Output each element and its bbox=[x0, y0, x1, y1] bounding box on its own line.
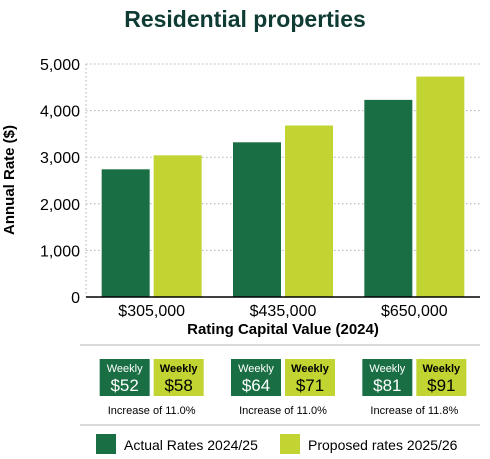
legend-swatch-proposed bbox=[280, 434, 300, 454]
weekly-label: Weekly bbox=[369, 363, 405, 375]
y-tick-label: 1,000 bbox=[40, 243, 80, 260]
weekly-card-actual: Weekly$52 bbox=[99, 359, 150, 396]
weekly-label: Weekly bbox=[238, 363, 274, 375]
y-tick-label: 3,000 bbox=[40, 150, 80, 167]
x-axis-ticks: $305,000 $435,000 $650,000 bbox=[118, 303, 448, 320]
legend: Actual Rates 2024/25 Proposed rates 2025… bbox=[96, 434, 458, 454]
weekly-value: $64 bbox=[242, 376, 270, 395]
weekly-card-proposed: Weekly$71 bbox=[285, 359, 335, 396]
increase-label: Increase of 11.0% bbox=[239, 405, 327, 417]
x-axis-title: Rating Capital Value (2024) bbox=[187, 321, 379, 338]
weekly-label: Weekly bbox=[160, 363, 199, 375]
legend-swatch-actual bbox=[96, 434, 116, 454]
weekly-card-actual-bg bbox=[231, 359, 281, 396]
increase-label: Increase of 11.0% bbox=[108, 405, 196, 417]
weekly-label: Weekly bbox=[107, 363, 143, 375]
weekly-card-actual-bg bbox=[99, 359, 150, 396]
y-tick-label: 0 bbox=[71, 290, 80, 307]
y-axis-title: Annual Rate ($) bbox=[1, 125, 18, 235]
weekly-label: Weekly bbox=[291, 363, 330, 375]
weekly-card-proposed-bg bbox=[285, 359, 335, 396]
y-tick-label: 2,000 bbox=[40, 197, 80, 214]
x-tick-label: $650,000 bbox=[381, 303, 448, 320]
y-axis-ticks: 0 1,000 2,000 3,000 4,000 5,000 bbox=[40, 57, 80, 307]
x-tick-label: $435,000 bbox=[250, 303, 317, 320]
weekly-card-proposed-bg bbox=[416, 359, 467, 396]
weekly-card-proposed-bg bbox=[153, 359, 204, 396]
weekly-value: $52 bbox=[110, 376, 138, 395]
weekly-card-actual-bg bbox=[362, 359, 413, 396]
bars bbox=[101, 76, 465, 298]
weekly-value: $81 bbox=[373, 376, 401, 395]
bar-actual bbox=[364, 99, 413, 297]
y-tick-label: 4,000 bbox=[40, 104, 80, 121]
bar-proposed bbox=[153, 155, 202, 297]
weekly-card-proposed: Weekly$91 bbox=[416, 359, 467, 396]
weekly-label: Weekly bbox=[422, 363, 461, 375]
weekly-card-proposed: Weekly$58 bbox=[153, 359, 204, 396]
bar-proposed bbox=[285, 125, 333, 298]
grid-lines bbox=[85, 63, 480, 297]
x-tick-label: $305,000 bbox=[118, 303, 185, 320]
weekly-value: $71 bbox=[296, 376, 324, 395]
legend-label-actual: Actual Rates 2024/25 bbox=[124, 437, 258, 453]
bar-proposed bbox=[416, 76, 465, 297]
bar-actual bbox=[233, 142, 281, 297]
weekly-card-actual: Weekly$64 bbox=[231, 359, 281, 396]
weekly-card-actual: Weekly$81 bbox=[362, 359, 413, 396]
weekly-value: $58 bbox=[164, 376, 192, 395]
legend-label-proposed: Proposed rates 2025/26 bbox=[308, 437, 458, 453]
y-tick-label: 5,000 bbox=[40, 57, 80, 74]
bar-actual bbox=[101, 169, 150, 297]
increase-label: Increase of 11.8% bbox=[370, 405, 458, 417]
chart-title: Residential properties bbox=[124, 6, 366, 32]
weekly-value: $91 bbox=[427, 376, 455, 395]
